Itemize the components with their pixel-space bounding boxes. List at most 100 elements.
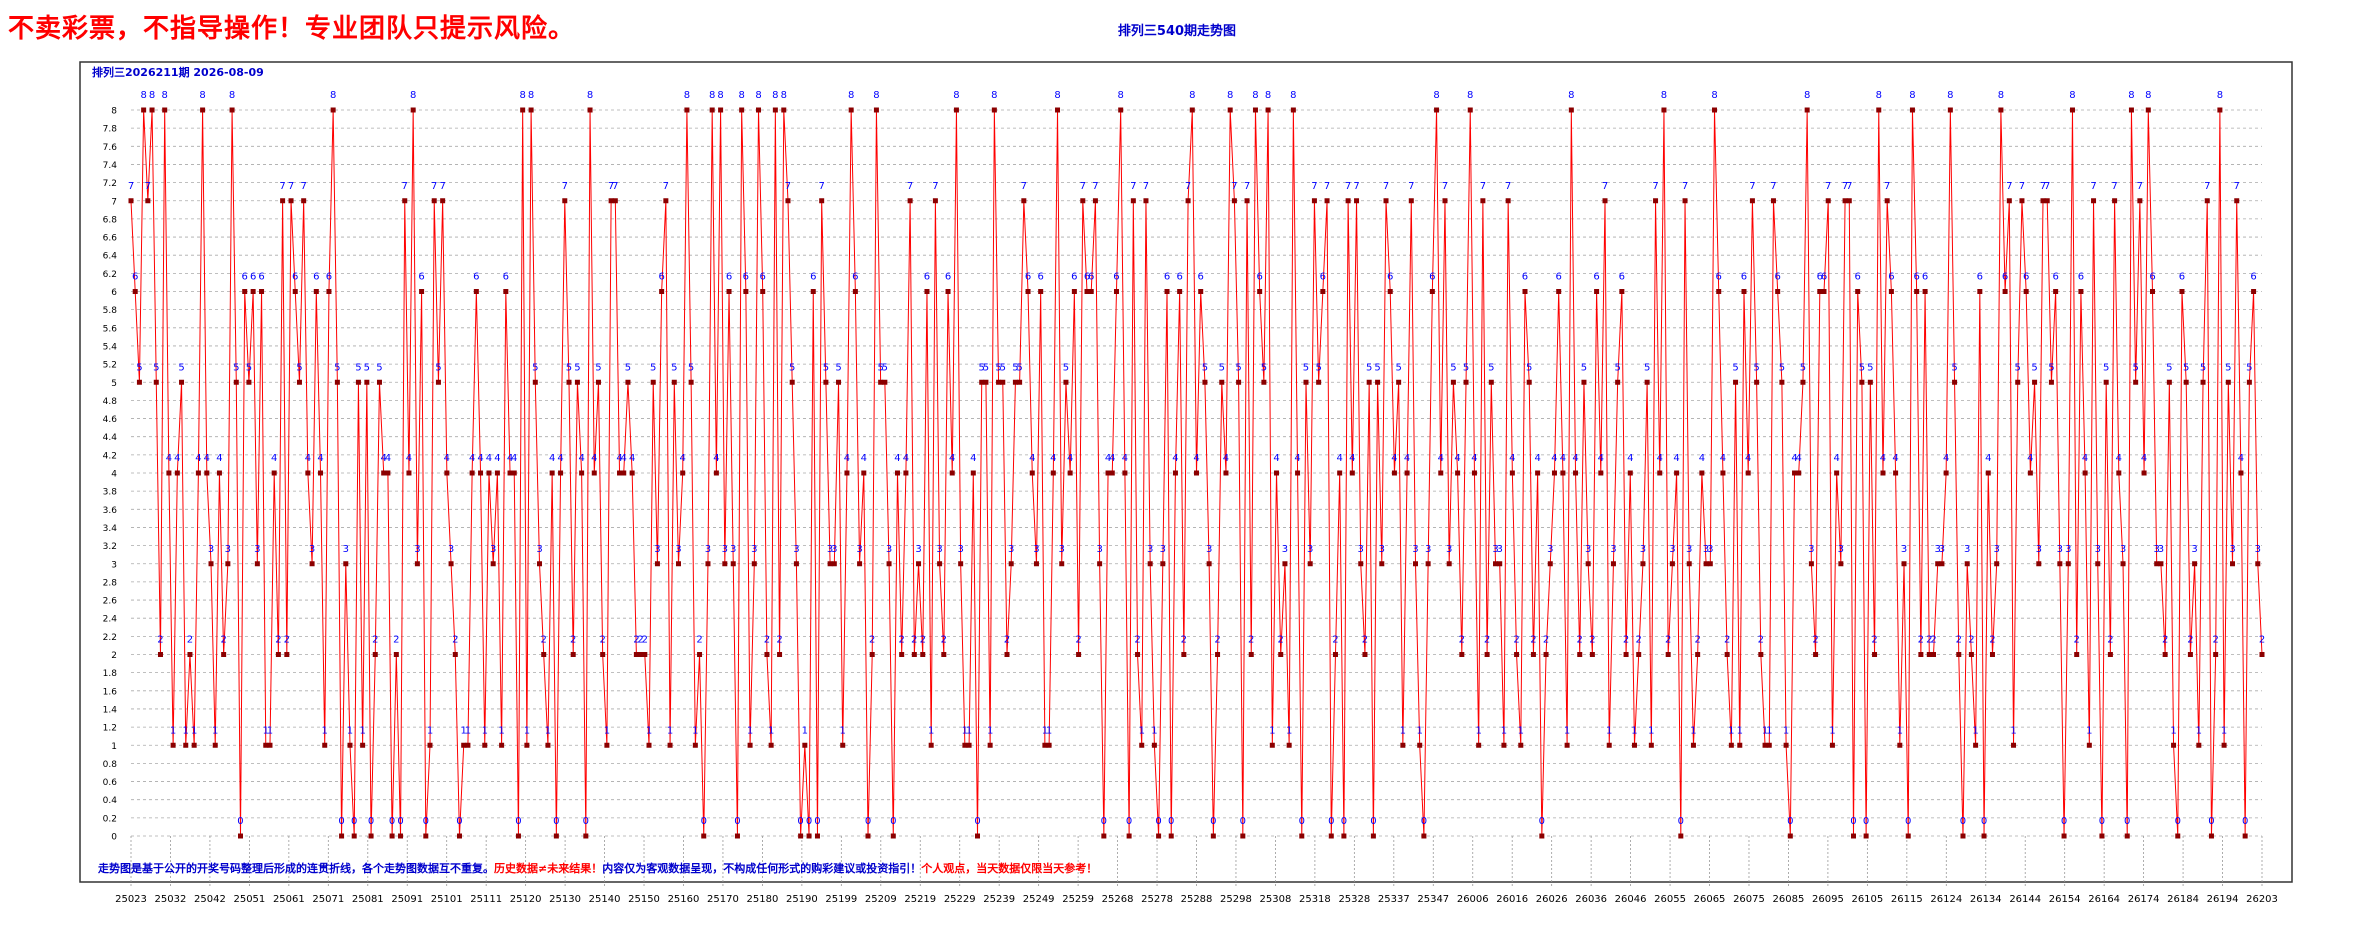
data-point <box>1619 289 1625 294</box>
data-point <box>1210 833 1216 839</box>
x-tick-label: 26154 <box>2049 894 2081 905</box>
data-label: 2 <box>1724 635 1730 646</box>
data-label: 7 <box>439 181 445 192</box>
data-label: 8 <box>772 90 778 101</box>
data-label: 6 <box>1741 272 1747 283</box>
data-label: 2 <box>1248 635 1254 646</box>
data-label: 4 <box>1673 453 1679 464</box>
data-label: 4 <box>271 453 277 464</box>
data-point <box>1311 198 1317 204</box>
data-label: 7 <box>300 181 306 192</box>
data-point <box>1800 379 1806 385</box>
data-point <box>675 561 681 567</box>
data-label: 5 <box>2166 362 2172 373</box>
data-label: 1 <box>263 725 269 736</box>
data-point <box>1248 652 1254 657</box>
data-point <box>1509 470 1515 476</box>
data-label: 1 <box>1151 725 1157 736</box>
data-point <box>553 833 559 839</box>
data-label: 3 <box>536 544 542 555</box>
data-label: 4 <box>1122 453 1128 464</box>
data-label: 4 <box>166 453 172 464</box>
data-label: 0 <box>1421 816 1427 827</box>
data-label: 7 <box>1130 181 1136 192</box>
data-label: 4 <box>1627 453 1633 464</box>
x-tick-label: 25160 <box>668 894 700 905</box>
y-tick-label: 1.4 <box>103 705 118 715</box>
data-point <box>1063 379 1069 385</box>
disclaimer-banner: 不卖彩票，不指导操作！专业团队只提示风险。 <box>8 14 576 44</box>
data-label: 4 <box>1193 453 1199 464</box>
data-point <box>793 561 799 567</box>
data-label: 5 <box>1951 362 1957 373</box>
data-label: 1 <box>1518 725 1524 736</box>
data-label: 4 <box>894 453 900 464</box>
data-point <box>2158 561 2164 567</box>
data-label: 5 <box>2132 362 2138 373</box>
data-label: 5 <box>2225 362 2231 373</box>
data-label: 4 <box>511 453 517 464</box>
data-point <box>1952 379 1958 385</box>
data-label: 8 <box>848 90 854 101</box>
data-label: 4 <box>2082 453 2088 464</box>
data-point <box>296 379 302 385</box>
data-label: 2 <box>1459 635 1465 646</box>
data-point <box>1610 561 1616 567</box>
data-label: 8 <box>1909 90 1915 101</box>
data-label: 6 <box>473 272 479 283</box>
y-tick-label: 6.2 <box>103 270 117 280</box>
data-label: 0 <box>1240 816 1246 827</box>
data-point <box>617 470 623 476</box>
data-point <box>419 289 425 294</box>
data-point <box>1206 561 1212 567</box>
data-point <box>827 561 833 567</box>
data-label: 3 <box>654 544 660 555</box>
y-tick-label: 6 <box>111 288 117 298</box>
data-point <box>903 470 909 476</box>
data-label: 5 <box>1261 362 1267 373</box>
data-point <box>301 198 307 204</box>
data-label: 4 <box>1534 453 1540 464</box>
data-label: 1 <box>2086 725 2092 736</box>
data-point <box>1686 561 1692 567</box>
data-label: 1 <box>1046 725 1052 736</box>
data-label: 4 <box>1337 453 1343 464</box>
data-point <box>1400 742 1406 748</box>
data-label: 8 <box>1118 90 1124 101</box>
data-point <box>1185 198 1191 204</box>
data-label: 4 <box>507 453 513 464</box>
data-label: 5 <box>1016 362 1022 373</box>
y-tick-label: 6.4 <box>103 252 118 262</box>
data-point <box>1682 198 1688 204</box>
data-point <box>785 198 791 204</box>
data-label: 7 <box>1842 181 1848 192</box>
data-point <box>1282 561 1288 567</box>
data-point <box>1088 289 1094 294</box>
data-point <box>1227 107 1233 113</box>
data-point <box>486 470 492 476</box>
data-label: 2 <box>696 635 702 646</box>
data-label: 4 <box>629 453 635 464</box>
data-label: 1 <box>1783 725 1789 736</box>
data-label: 0 <box>1101 816 1107 827</box>
data-point <box>2213 652 2219 657</box>
data-label: 0 <box>2208 816 2214 827</box>
x-tick-label: 25259 <box>1062 894 1094 905</box>
data-point <box>688 379 694 385</box>
data-point <box>1194 470 1199 476</box>
data-label: 2 <box>1694 635 1700 646</box>
data-label: 3 <box>1703 544 1709 555</box>
data-point <box>1198 289 1204 294</box>
data-label: 3 <box>1610 544 1616 555</box>
data-point <box>869 652 875 657</box>
data-point <box>861 470 867 476</box>
data-point <box>726 289 732 294</box>
data-point <box>343 561 349 567</box>
data-point <box>1758 652 1764 657</box>
data-point <box>2002 289 2008 294</box>
data-point <box>604 742 610 748</box>
data-label: 3 <box>915 544 921 555</box>
x-tick-label: 26115 <box>1891 894 1923 905</box>
data-point <box>381 470 387 476</box>
data-point <box>878 379 884 385</box>
